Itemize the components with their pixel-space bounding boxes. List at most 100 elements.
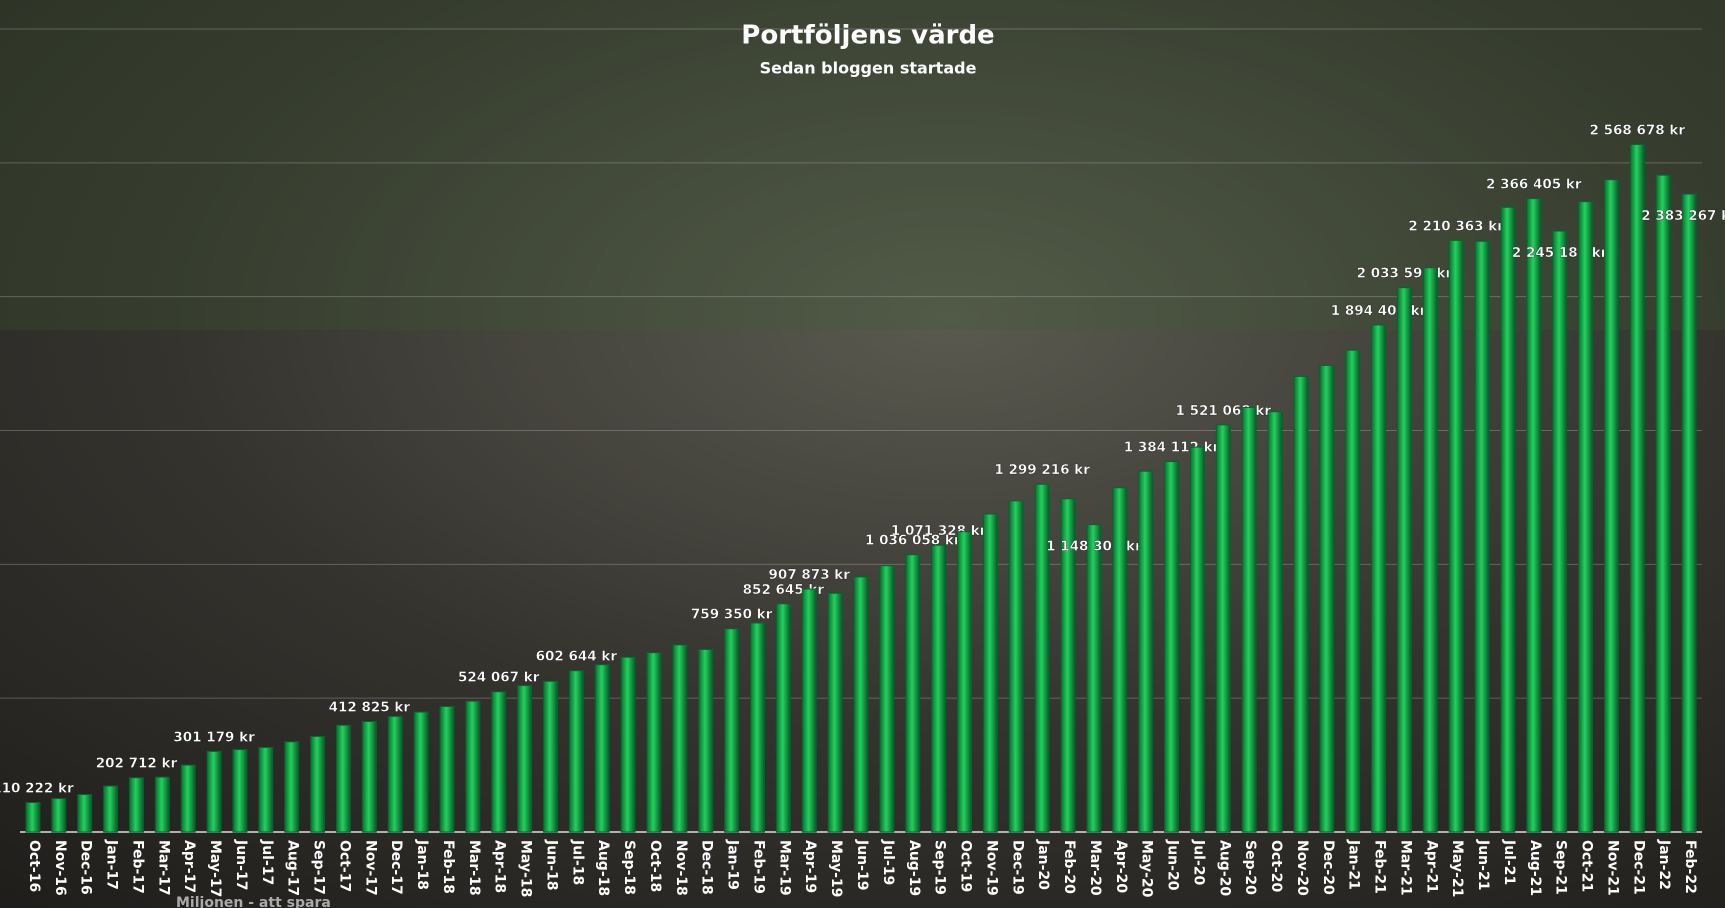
x-tick-label: Oct-21	[1579, 840, 1595, 892]
bar	[284, 741, 300, 833]
x-tick-label: Dec-18	[699, 840, 715, 895]
x-tick-label: May-17	[207, 840, 223, 897]
data-label: 1 521 068 kr	[1176, 403, 1272, 419]
bar	[982, 513, 998, 833]
bar	[1293, 375, 1309, 833]
x-tick-label: May-21	[1449, 840, 1465, 897]
data-label: 2 245 186 kr	[1512, 245, 1608, 261]
bar	[206, 750, 222, 833]
x-tick-label: Feb-22	[1682, 840, 1698, 894]
bar	[1371, 324, 1387, 833]
x-tick-label: Feb-19	[750, 840, 766, 894]
x-tick-label: Oct-19	[958, 840, 974, 892]
x-tick-label: Dec-21	[1630, 840, 1646, 895]
x-tick-label: Feb-21	[1372, 840, 1388, 894]
data-label: 1 894 408 kr	[1331, 303, 1427, 319]
bar	[1448, 239, 1464, 833]
bar	[1215, 424, 1231, 833]
data-label: 602 644 kr	[536, 649, 618, 665]
data-label: 1 384 112 kr	[1124, 440, 1220, 456]
bar	[1603, 179, 1619, 833]
x-tick-label: Dec-17	[388, 840, 404, 895]
data-label: 412 825 kr	[329, 700, 411, 716]
bar	[801, 588, 817, 833]
x-tick-label: Nov-20	[1294, 840, 1310, 896]
x-tick-label: Jun-17	[233, 839, 249, 890]
x-tick-label: Jan-20	[1035, 839, 1051, 890]
x-tick-label: Nov-21	[1604, 840, 1620, 896]
x-tick-label: Nov-16	[52, 840, 68, 896]
bar	[1526, 198, 1542, 833]
bar	[1189, 446, 1205, 833]
bar	[335, 724, 351, 833]
x-tick-label: Aug-21	[1527, 840, 1543, 896]
data-label: 1 148 302 kr	[1046, 539, 1142, 555]
bar	[413, 711, 429, 833]
bar	[1396, 287, 1412, 833]
plot-area: Oct-16 110 222 kr Nov-16 Dec-16 Jan-17 Feb-17…	[0, 28, 1725, 898]
data-label: 2 210 363 kr	[1408, 218, 1504, 234]
bar	[1422, 267, 1438, 833]
x-tick-label: Mar-20	[1087, 840, 1103, 896]
x-tick-label: Jan-18	[414, 839, 430, 890]
x-tick-label: Jan-22	[1656, 839, 1672, 890]
x-tick-label: Jun-20	[1165, 839, 1181, 891]
bar	[1164, 461, 1180, 833]
x-tick-label: Dec-19	[1009, 840, 1025, 895]
x-tick-label: Apr-19	[802, 840, 818, 893]
x-tick-label: Jan-21	[1346, 839, 1362, 890]
data-label: 202 712 kr	[96, 756, 178, 772]
x-tick-label: Sep-19	[932, 840, 948, 895]
bar	[154, 776, 170, 833]
bar	[698, 648, 714, 833]
bar	[1319, 364, 1335, 833]
bar	[879, 565, 895, 833]
x-tick-label: Aug-18	[595, 840, 611, 896]
x-tick-label: Jun-19	[854, 839, 870, 890]
bar	[25, 801, 41, 833]
x-tick-label: Apr-18	[492, 840, 508, 893]
x-tick-label: Jul-19	[880, 839, 896, 885]
bar	[1474, 240, 1490, 833]
x-tick-label: Feb-20	[1061, 840, 1077, 894]
x-tick-label: May-20	[1139, 840, 1155, 898]
x-tick-label: Jan-17	[104, 839, 120, 890]
bar	[620, 656, 636, 833]
data-label: 2 383 267 kr	[1641, 208, 1725, 224]
x-tick-label: Nov-18	[673, 840, 689, 896]
x-tick-label: Aug-20	[1216, 840, 1232, 896]
bar	[310, 735, 326, 833]
x-tick-label: Apr-17	[181, 840, 197, 893]
bar	[1578, 201, 1594, 833]
x-tick-label: May-18	[518, 840, 534, 897]
bar	[1655, 174, 1671, 833]
x-tick-label: Aug-19	[906, 840, 922, 896]
x-tick-label: May-19	[828, 840, 844, 897]
bar	[1500, 206, 1516, 833]
x-tick-label: Jul-20	[1190, 839, 1206, 886]
bar	[465, 700, 481, 833]
bar	[905, 554, 921, 833]
chart-title: Portföljens värde	[741, 21, 994, 51]
data-label: 524 067 kr	[458, 670, 540, 686]
bar	[853, 576, 869, 833]
bar	[775, 603, 791, 833]
source: Miljonen - att spara	[176, 895, 331, 908]
x-tick-label: Jul-18	[569, 839, 585, 885]
bar	[1034, 483, 1050, 833]
x-tick-label: Feb-17	[129, 840, 145, 894]
bar	[1138, 470, 1154, 833]
x-tick-label: Sep-21	[1553, 840, 1569, 895]
bar	[77, 794, 93, 833]
bar	[568, 670, 584, 833]
x-tick-label: Mar-19	[776, 840, 792, 896]
chart-subtitle: Sedan bloggen startade	[760, 59, 977, 78]
bar	[1681, 193, 1697, 833]
x-tick-label: Feb-18	[440, 840, 456, 894]
bar	[387, 715, 403, 833]
x-tick-label: Dec-20	[1320, 840, 1336, 895]
x-tick-label: Mar-17	[155, 840, 171, 896]
bar	[232, 749, 248, 833]
bar	[1345, 349, 1361, 833]
